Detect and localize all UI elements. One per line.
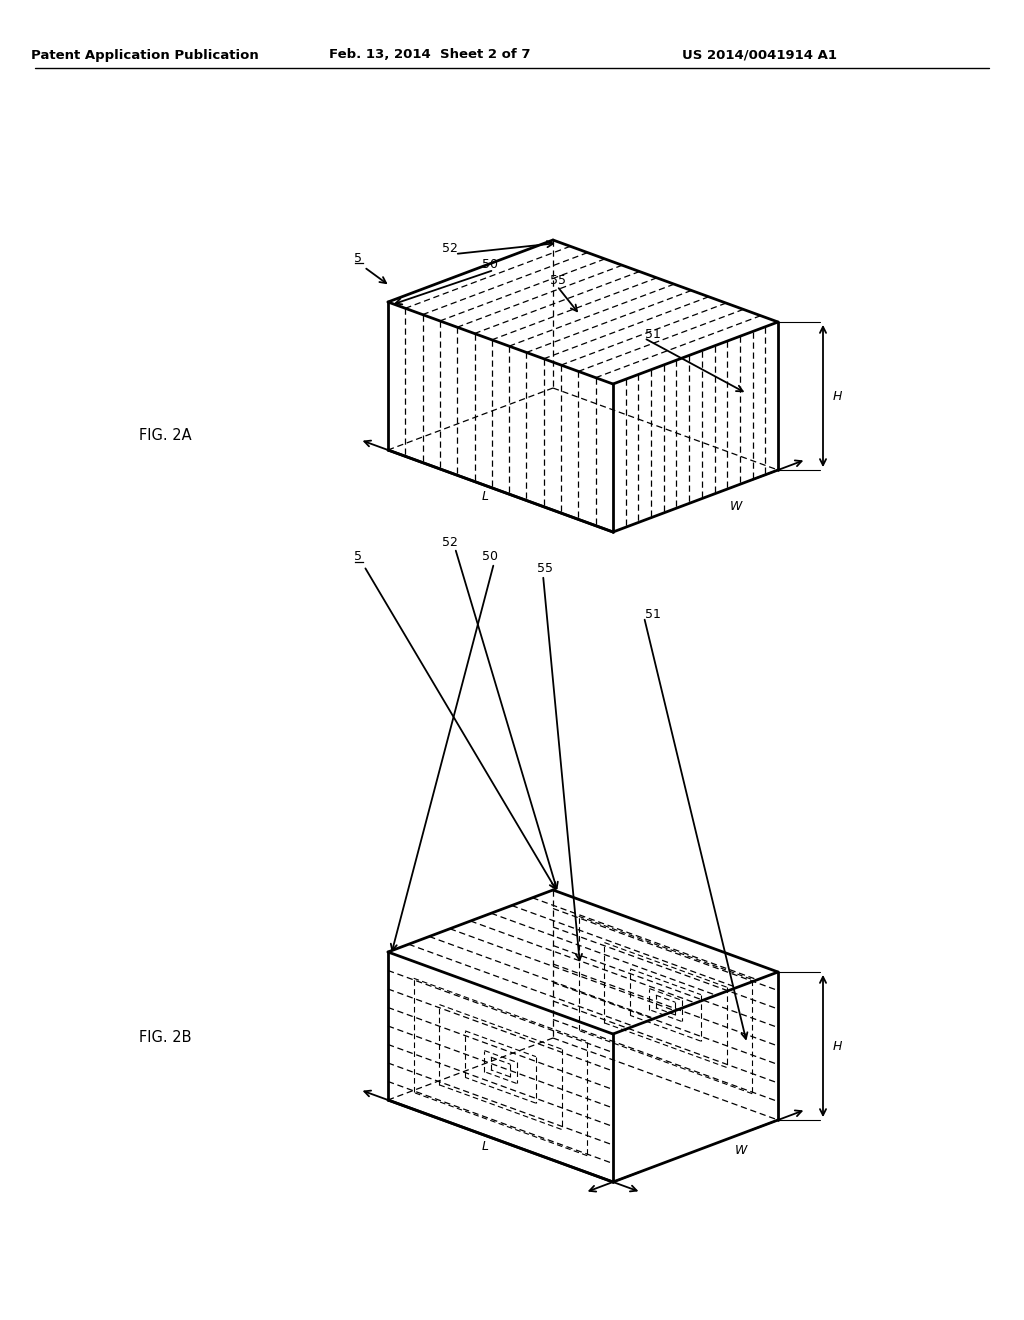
Text: 5: 5 <box>354 252 362 264</box>
Text: 52: 52 <box>442 242 458 255</box>
Text: 51: 51 <box>645 329 660 342</box>
Text: H: H <box>833 1040 842 1052</box>
Text: W: W <box>734 1144 746 1158</box>
Text: Feb. 13, 2014  Sheet 2 of 7: Feb. 13, 2014 Sheet 2 of 7 <box>330 49 530 62</box>
Text: 52: 52 <box>442 536 458 549</box>
Text: H: H <box>833 389 842 403</box>
Text: US 2014/0041914 A1: US 2014/0041914 A1 <box>683 49 838 62</box>
Text: 55: 55 <box>537 562 553 576</box>
Text: FIG. 2B: FIG. 2B <box>138 1030 191 1044</box>
Text: FIG. 2A: FIG. 2A <box>138 428 191 442</box>
Text: W: W <box>729 499 741 512</box>
Text: 55: 55 <box>550 273 566 286</box>
Text: L: L <box>482 490 489 503</box>
Text: 51: 51 <box>645 607 660 620</box>
Text: Patent Application Publication: Patent Application Publication <box>31 49 259 62</box>
Text: 50: 50 <box>482 550 498 564</box>
Text: L: L <box>482 1139 489 1152</box>
Text: 50: 50 <box>482 257 498 271</box>
Text: 5: 5 <box>354 550 362 564</box>
